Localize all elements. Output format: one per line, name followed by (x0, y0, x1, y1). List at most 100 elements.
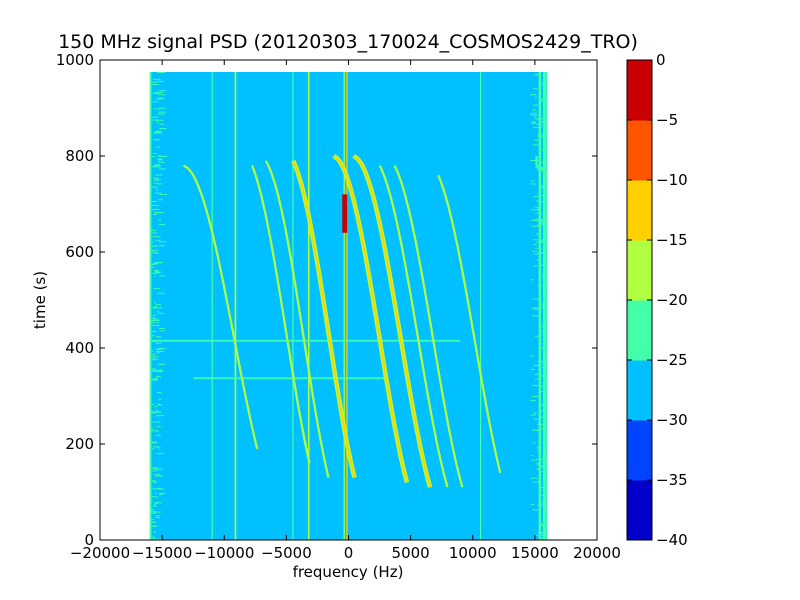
noise-speck (546, 150, 548, 152)
noise-speck (155, 189, 159, 191)
noise-speck (151, 442, 158, 444)
noise-speck (531, 396, 540, 398)
noise-speck (546, 125, 548, 127)
x-tick-label: −10000 (194, 544, 254, 562)
doppler-track-9 (393, 165, 464, 488)
noise-speck (158, 241, 166, 243)
noise-speck (150, 412, 157, 414)
noise-speck (150, 521, 155, 523)
doppler-track-11 (535, 156, 548, 179)
noise-speck (546, 396, 548, 398)
noise-speck (151, 229, 157, 231)
noise-speck (538, 240, 545, 242)
x-tick-label: −20000 (70, 544, 130, 562)
noise-speck (157, 447, 161, 449)
horizontal-streak-2 (193, 377, 386, 380)
noise-speck (156, 98, 163, 100)
colorbar-segment (627, 120, 652, 181)
noise-speck (155, 164, 161, 166)
colorbar-tick-label: −30 (656, 411, 688, 429)
noise-speck (154, 302, 157, 304)
doppler-track-5 (292, 160, 356, 478)
noise-speck (530, 114, 534, 116)
doppler-track-2 (182, 164, 259, 450)
noise-speck (159, 193, 167, 195)
noise-speck (151, 241, 155, 243)
noise-speck (155, 434, 162, 436)
noise-speck (151, 264, 155, 266)
noise-speck (532, 144, 539, 146)
doppler-track-3 (251, 165, 311, 464)
colorbar-segment (627, 420, 652, 481)
y-axis-label: time (s) (31, 271, 49, 329)
noise-speck (159, 107, 166, 109)
noise-speck (150, 430, 159, 432)
noise-speck (155, 475, 164, 477)
vertical-line-6 (343, 72, 345, 540)
x-axis-label: frequency (Hz) (293, 563, 404, 581)
noise-speck (154, 270, 159, 272)
hot-spot (342, 194, 348, 233)
noise-speck (153, 108, 161, 110)
noise-speck (152, 139, 161, 141)
noise-speck (531, 225, 539, 227)
noise-speck (152, 252, 158, 254)
noise-speck (151, 186, 158, 188)
noise-speck (151, 272, 157, 274)
noise-speck (152, 470, 157, 472)
noise-speck (150, 317, 155, 319)
noise-speck (152, 505, 157, 507)
noise-speck (154, 272, 160, 274)
noise-speck (149, 510, 155, 512)
noise-speck (152, 166, 155, 168)
noise-speck (154, 517, 160, 519)
noise-speck (152, 330, 157, 332)
noise-speck (159, 330, 165, 332)
noise-speck (151, 368, 156, 370)
noise-speck (151, 428, 154, 430)
noise-speck (156, 502, 162, 504)
noise-speck (157, 312, 165, 314)
noise-speck (156, 155, 162, 157)
x-tick-label: 20000 (573, 544, 621, 562)
noise-speck (539, 100, 545, 102)
noise-speck (533, 418, 541, 420)
noise-speck (536, 365, 539, 367)
noise-speck (155, 430, 160, 432)
noise-speck (154, 275, 157, 277)
noise-speck (153, 262, 159, 264)
noise-speck (157, 113, 165, 115)
noise-speck (156, 336, 159, 338)
heatmap-background (149, 72, 548, 540)
noise-speck (152, 236, 159, 238)
noise-speck (153, 177, 160, 179)
noise-speck (546, 351, 548, 353)
noise-speck (530, 112, 537, 114)
y-axis-ticks: 0 200 400 600 800 1000 (56, 51, 597, 549)
heatmap-layer (149, 72, 548, 540)
noise-speck (153, 474, 161, 476)
noise-speck (540, 534, 544, 536)
noise-speck (150, 467, 156, 469)
doppler-track-6 (333, 155, 408, 483)
noise-speck (154, 179, 161, 181)
noise-speck (154, 406, 158, 408)
noise-speck (540, 537, 545, 539)
noise-speck (156, 352, 161, 354)
noise-speck (535, 73, 542, 75)
noise-speck (149, 320, 156, 322)
noise-speck (546, 508, 548, 510)
colorbar-tick-label: −20 (656, 291, 688, 309)
noise-speck (532, 429, 539, 431)
noise-speck (157, 183, 163, 185)
vertical-line-10 (542, 72, 547, 540)
noise-speck (533, 88, 538, 90)
noise-speck (153, 511, 161, 513)
noise-speck (158, 111, 166, 113)
noise-speck (541, 531, 545, 533)
vertical-line-7 (346, 72, 348, 540)
noise-speck (535, 463, 541, 465)
noise-speck (156, 122, 159, 124)
y-tick-label: 0 (84, 531, 94, 549)
colorbar-tick-label: −35 (656, 471, 688, 489)
